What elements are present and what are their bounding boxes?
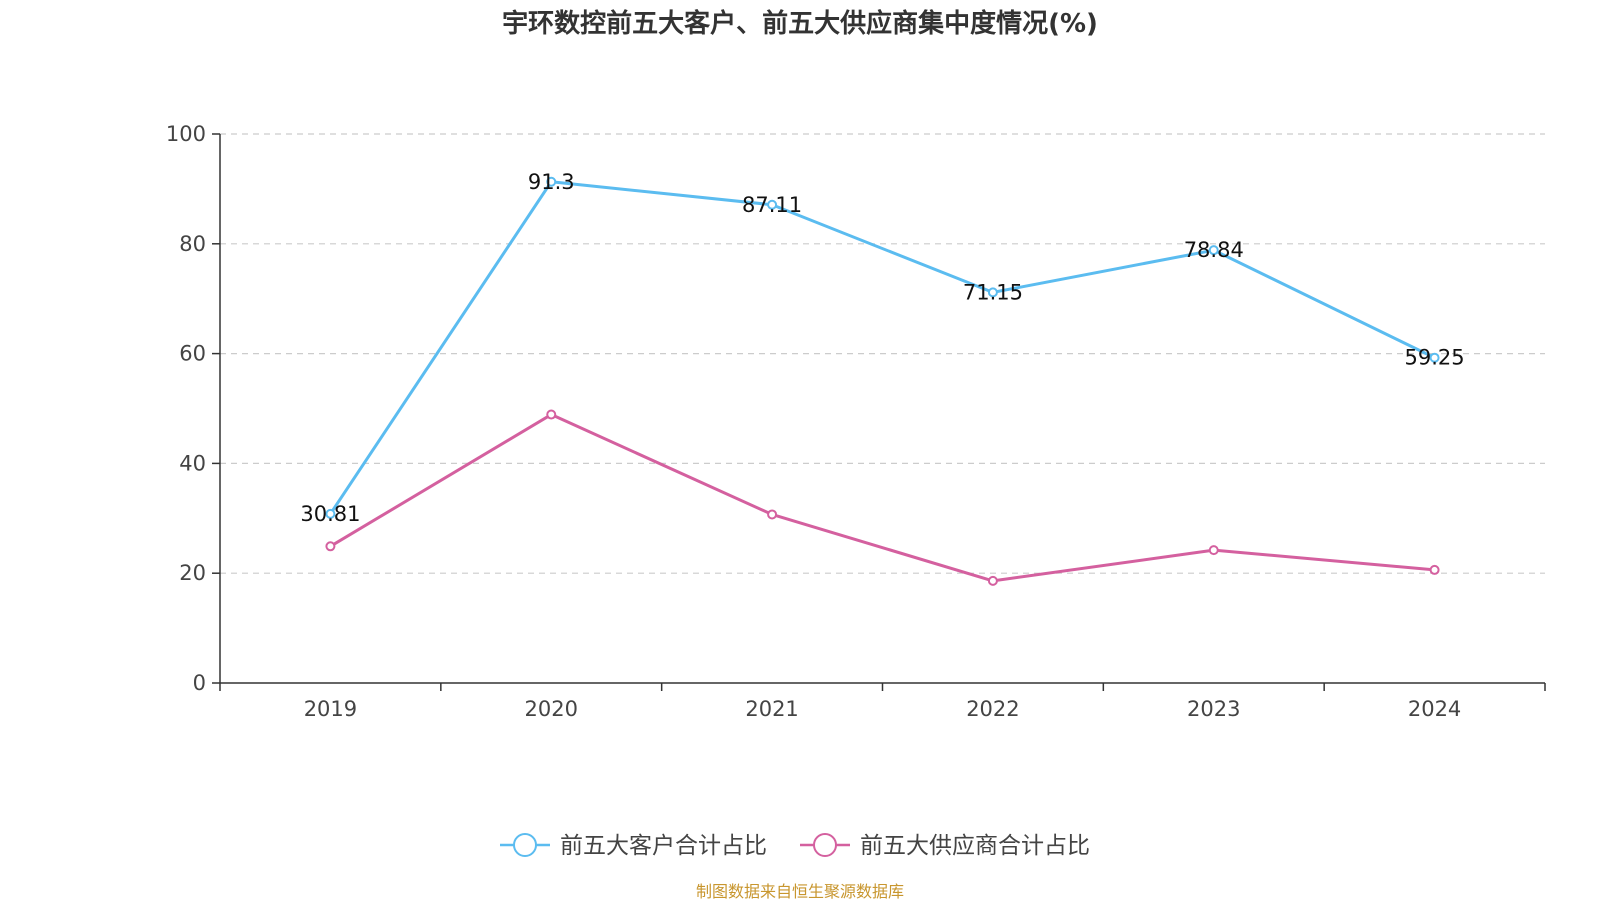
legend-item-1[interactable]: 前五大客户合计占比 bbox=[500, 833, 767, 859]
legend-marker bbox=[513, 833, 537, 857]
series-line-1 bbox=[329, 180, 1436, 515]
x-tick-label: 2021 bbox=[745, 697, 798, 721]
data-label: 59.25 bbox=[1405, 346, 1465, 370]
legend-item-2[interactable]: 前五大供应商合计占比 bbox=[800, 833, 1090, 859]
data-point bbox=[546, 176, 557, 187]
y-tick-label: 0 bbox=[193, 671, 206, 695]
chart-title: 宇环数控前五大客户、前五大供应商集中度情况(%) bbox=[502, 8, 1098, 39]
y-tick-label: 40 bbox=[179, 451, 206, 475]
data-point bbox=[767, 509, 778, 520]
legend-label: 前五大客户合计占比 bbox=[560, 833, 767, 859]
axis-layer: 0 20 40 60 80 100 2019 2020 2021 2022 2023 2024 bbox=[166, 122, 1546, 721]
data-point bbox=[1208, 545, 1219, 556]
data-point bbox=[325, 508, 336, 519]
series-line-2 bbox=[329, 413, 1435, 583]
data-point bbox=[987, 287, 998, 298]
data-label: 30.81 bbox=[300, 502, 360, 526]
data-point bbox=[325, 541, 336, 552]
data-point bbox=[1208, 245, 1219, 256]
data-label: 71.15 bbox=[963, 280, 1023, 304]
data-label-layer: 30.81 91.3 87.11 71.15 78.84 59.25 bbox=[300, 170, 1464, 526]
data-label: 78.84 bbox=[1184, 238, 1244, 262]
grid-layer bbox=[220, 133, 1545, 574]
x-tick-label: 2022 bbox=[966, 697, 1019, 721]
x-tick-label: 2023 bbox=[1187, 697, 1240, 721]
data-label: 91.3 bbox=[528, 170, 575, 194]
x-tick-label: 2024 bbox=[1408, 697, 1461, 721]
series-layer bbox=[325, 176, 1440, 586]
data-point bbox=[546, 409, 557, 420]
x-tick-label: 2020 bbox=[525, 697, 578, 721]
x-tick-label: 2019 bbox=[304, 697, 357, 721]
y-tick-label: 80 bbox=[179, 232, 206, 256]
source-note: 制图数据来自恒生聚源数据库 bbox=[696, 882, 904, 900]
y-tick-label: 20 bbox=[179, 561, 206, 585]
legend[interactable]: 前五大客户合计占比 前五大供应商合计占比 bbox=[500, 833, 1090, 859]
legend-marker bbox=[813, 833, 837, 857]
legend-label: 前五大供应商合计占比 bbox=[860, 833, 1090, 859]
data-point bbox=[1429, 564, 1440, 575]
data-point bbox=[1429, 352, 1440, 363]
data-point bbox=[987, 575, 998, 586]
y-tick-label: 100 bbox=[166, 122, 206, 146]
data-point bbox=[767, 199, 778, 210]
y-tick-label: 60 bbox=[179, 342, 206, 366]
data-label: 87.11 bbox=[742, 193, 802, 217]
